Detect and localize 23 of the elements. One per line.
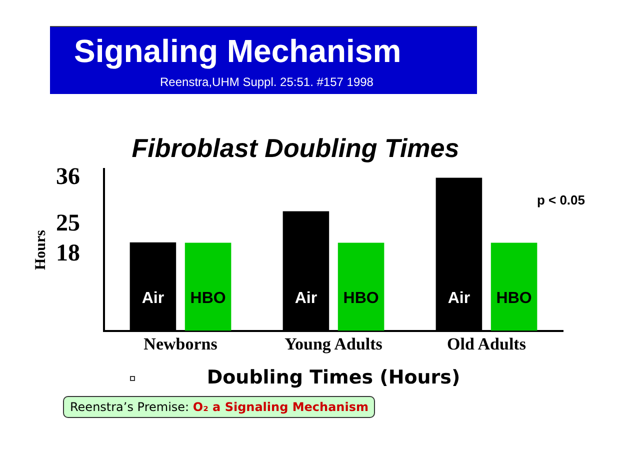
text: Air — [448, 290, 470, 308]
series-label: Air — [142, 290, 164, 308]
text: Fibroblast Doubling Times — [132, 132, 460, 163]
chart-subtitle: Reenstra,UHM Suppl. 25:51. #157 1998 — [160, 75, 374, 89]
x-tick-label: Old Adults — [447, 334, 526, 354]
y-tick-label: 36 — [56, 164, 80, 190]
text: Air — [294, 290, 318, 308]
x-axis-title: Doubling Times (Hours) — [206, 366, 460, 389]
y-axis-title: Hours — [32, 230, 49, 270]
y-tick-label: 25 — [56, 210, 80, 237]
text: O₂ a Signaling Mechanism — [192, 400, 368, 414]
bar — [490, 242, 538, 331]
y-tick-label: 18 — [56, 240, 80, 266]
text: Reenstra’s Premise: — [70, 400, 190, 414]
x-tick-label: Newborns — [144, 334, 218, 354]
x-tick-label: Young Adults — [284, 334, 383, 354]
chart-title: Signaling Mechanism — [74, 33, 402, 70]
series-label: HBO — [496, 290, 532, 308]
bar — [184, 242, 232, 331]
text: HBO — [190, 290, 226, 308]
annotation: p < 0.05 — [536, 192, 585, 208]
bar — [338, 242, 384, 331]
text: HBO — [343, 290, 379, 308]
